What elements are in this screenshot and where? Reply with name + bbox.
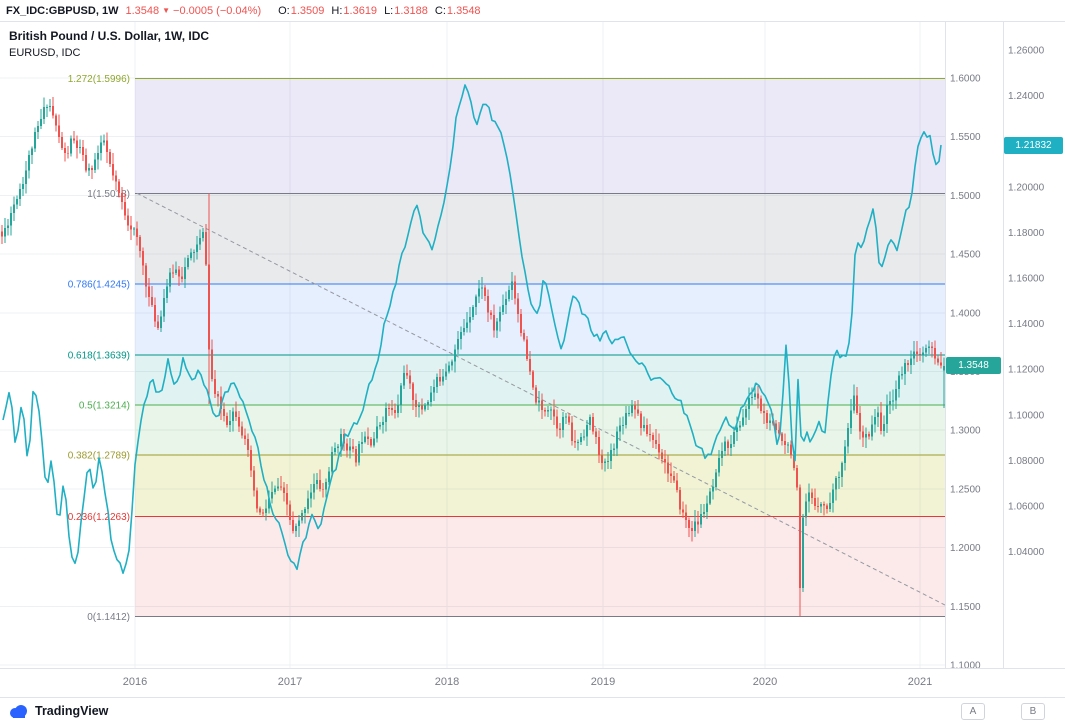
tradingview-cloud-icon [10, 705, 27, 718]
ohlc-close: C:1.3548 [434, 4, 481, 17]
fib-level-label: 1.272(1.5996) [68, 74, 130, 85]
last-price: 1.3548 [125, 4, 160, 17]
price-tick: 1.1000 [950, 661, 981, 669]
price-tick: 1.4500 [950, 250, 981, 261]
price-tick: 1.3000 [950, 426, 981, 437]
price-tick: 1.4000 [950, 308, 981, 319]
symbol-title[interactable]: FX_IDC:GBPUSD, 1W [6, 4, 119, 17]
bottom-toolbar: TradingView A B [0, 697, 1065, 726]
year-label: 2016 [122, 676, 148, 688]
ohlc-low: L:1.3188 [384, 4, 428, 17]
price-tick: 1.24000 [1008, 91, 1045, 102]
scale-toggle-b-button[interactable]: B [1021, 703, 1045, 720]
scale-divider-1 [945, 22, 946, 697]
eurusd-last-price-tag: 1.21832 [1004, 136, 1063, 154]
price-scale-eurusd-canvas: 1.260001.240001.220001.200001.180001.160… [1008, 46, 1045, 559]
ohlc-open: O:1.3509 [278, 4, 325, 17]
price-tick: 1.08000 [1008, 456, 1045, 467]
price-tick: 1.16000 [1008, 274, 1045, 285]
fib-level-label: 0.382(1.2789) [68, 450, 130, 461]
price-change: −0.0005 (−0.04%) [173, 4, 262, 17]
scale-toggle-a-button[interactable]: A [961, 703, 985, 720]
price-down-icon: ▼ [162, 6, 171, 15]
price-tick: 1.18000 [1008, 228, 1045, 239]
price-tick: 1.26000 [1008, 46, 1045, 57]
fib-level-label: 0.236(1.2263) [68, 512, 130, 523]
price-tick: 1.04000 [1008, 547, 1045, 558]
price-tick: 1.06000 [1008, 502, 1045, 513]
year-label: 2018 [434, 676, 460, 688]
gbpusd-candle-series [0, 97, 946, 617]
fib-level-label: 0(1.1412) [87, 612, 130, 623]
price-tick: 1.14000 [1008, 319, 1045, 330]
chart-canvas[interactable]: 1.272(1.5996) 1(1.5018) 0.786(1.4245) 0.618… [0, 22, 946, 668]
price-scale-eurusd[interactable]: 1.260001.240001.220001.200001.180001.160… [1003, 22, 1065, 668]
price-scale-gbpusd[interactable]: 1.60001.55001.50001.45001.40001.35001.30… [945, 22, 1003, 672]
price-tick: 1.12000 [1008, 365, 1045, 376]
eurusd-line[interactable] [2, 84, 942, 575]
year-label: 2020 [752, 676, 778, 688]
time-axis[interactable]: 2016 2017 2018 2019 2020 2021 [0, 668, 1065, 697]
tradingview-wordmark: TradingView [35, 704, 109, 718]
fib-bands [135, 78, 945, 617]
price-tick: 1.10000 [1008, 410, 1045, 421]
fib-levels[interactable]: 1.272(1.5996) 1(1.5018) 0.786(1.4245) 0.618… [68, 74, 945, 623]
overlay-series-legend[interactable]: EURUSD, IDC [9, 47, 81, 59]
price-tick: 1.6000 [950, 74, 981, 85]
tradingview-logo[interactable]: TradingView [8, 704, 108, 718]
price-tick: 1.20000 [1008, 182, 1045, 193]
gbpusd-last-price-tag: 1.3548 [946, 357, 1001, 375]
year-label: 2017 [277, 676, 303, 688]
fib-level-label: 1(1.5018) [87, 189, 130, 200]
main-series-legend[interactable]: British Pound / U.S. Dollar, 1W, IDC [9, 29, 210, 43]
fib-level-label: 0.5(1.3214) [79, 401, 130, 412]
scale-divider-2 [1003, 22, 1004, 697]
fib-level-label: 0.786(1.4245) [68, 280, 130, 291]
price-tick: 1.2000 [950, 543, 981, 554]
price-tick: 1.5000 [950, 191, 981, 202]
chart-legend[interactable]: British Pound / U.S. Dollar, 1W, IDC EUR… [9, 30, 209, 59]
fib-level-label: 0.618(1.3639) [68, 351, 130, 362]
price-tick: 1.5500 [950, 132, 981, 143]
chart-pane[interactable]: 1.272(1.5996) 1(1.5018) 0.786(1.4245) 0.618… [0, 22, 946, 668]
year-label: 2021 [907, 676, 933, 688]
year-label: 2019 [590, 676, 616, 688]
price-scale-gbpusd-canvas: 1.60001.55001.50001.45001.40001.35001.30… [950, 74, 981, 672]
price-tick: 1.2500 [950, 484, 981, 495]
price-tick: 1.1500 [950, 602, 981, 613]
symbol-info-bar: FX_IDC:GBPUSD, 1W 1.3548 ▼ −0.0005 (−0.0… [0, 0, 1065, 22]
ohlc-high: H:1.3619 [331, 4, 378, 17]
